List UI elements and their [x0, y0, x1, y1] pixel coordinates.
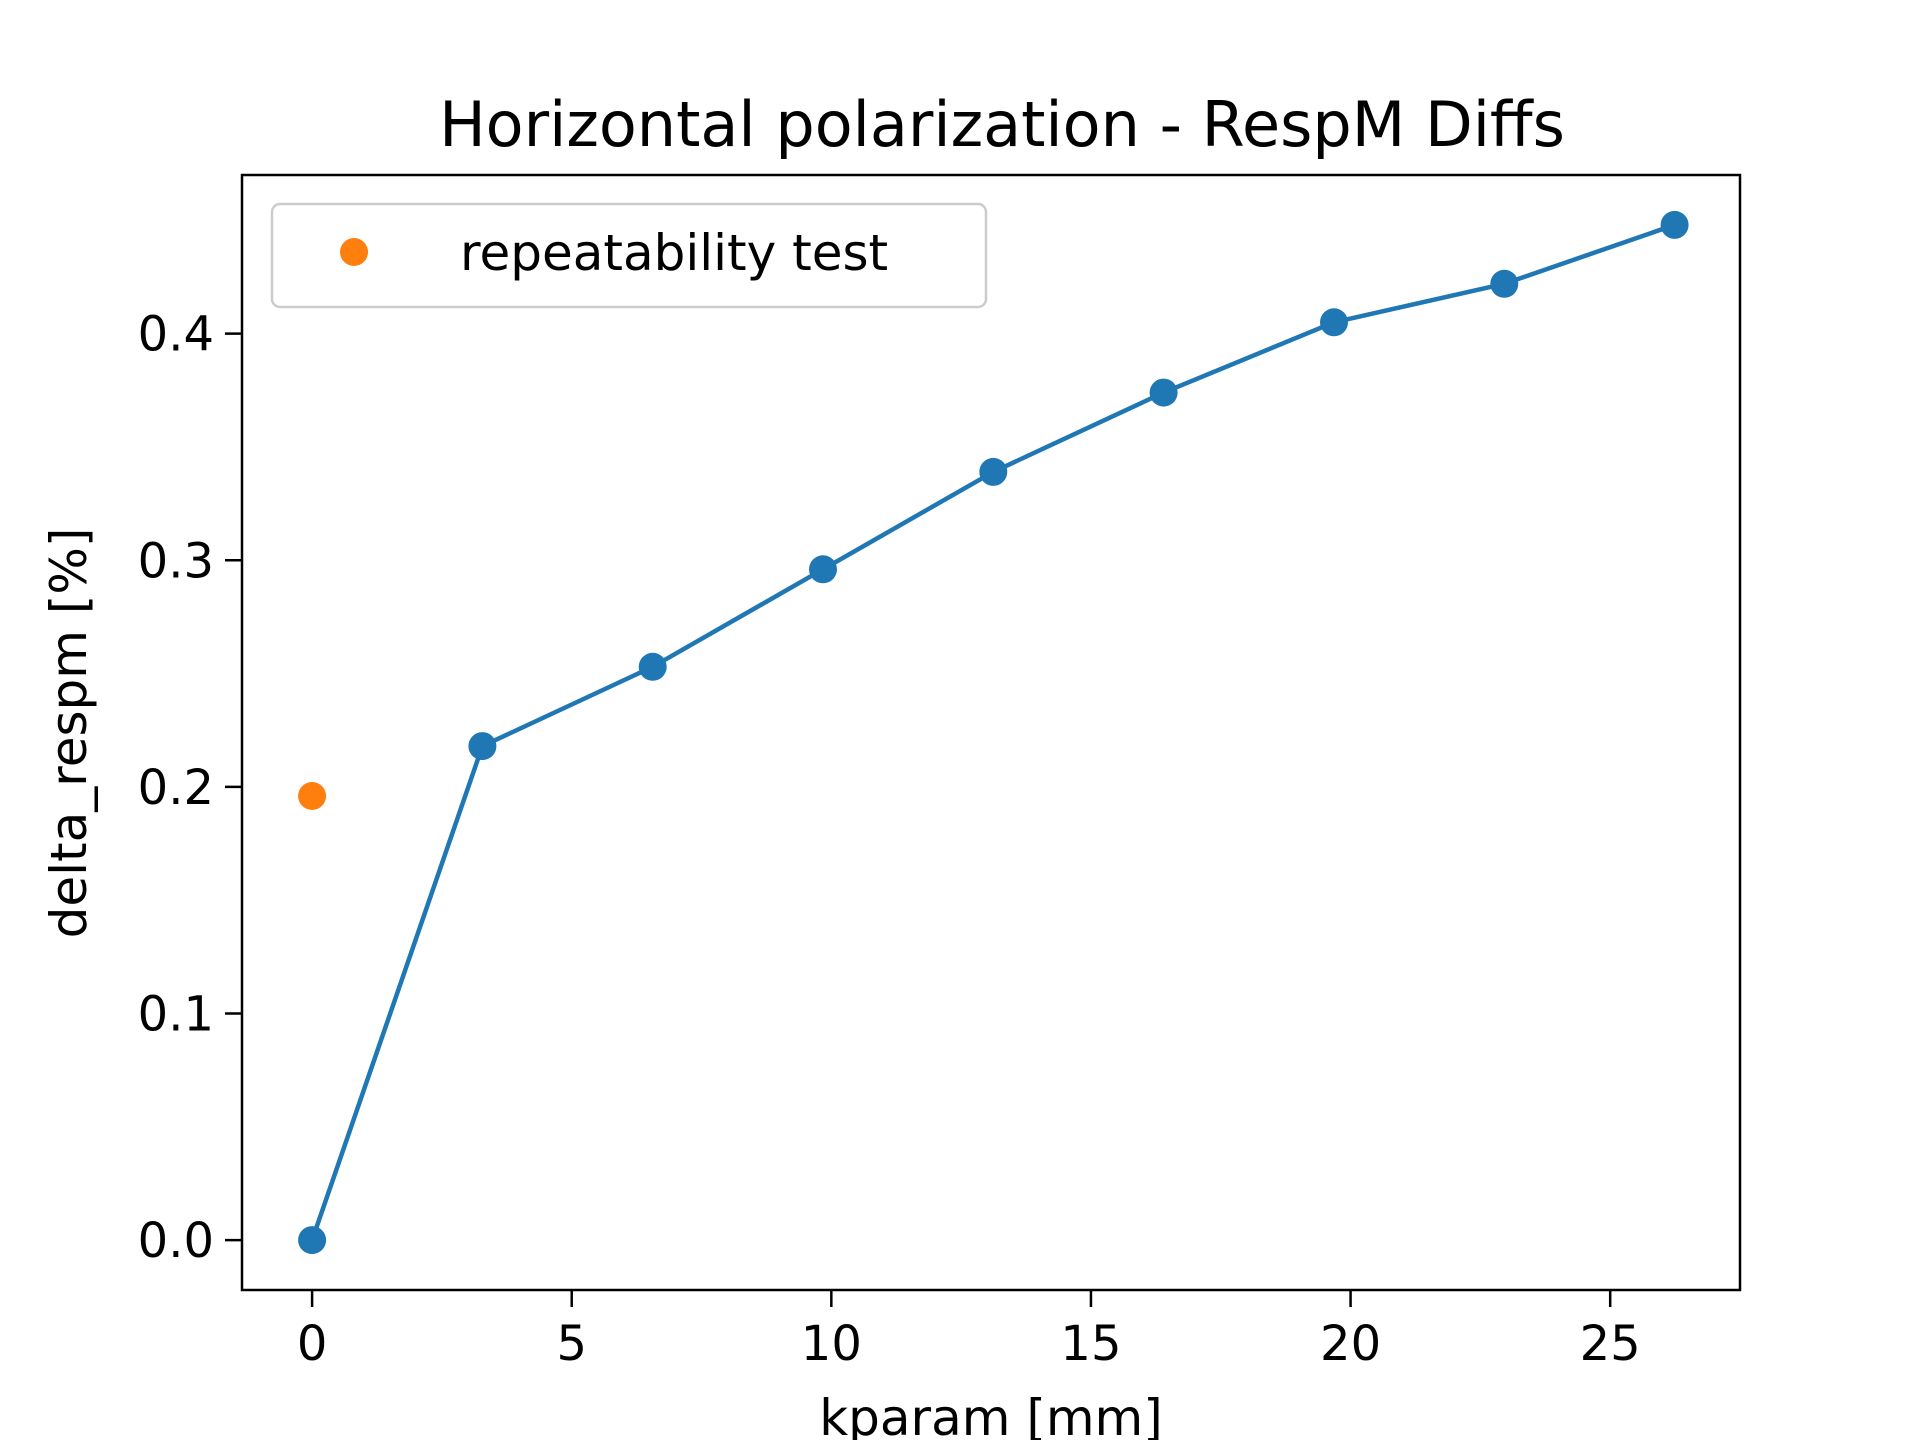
chart-title: Horizontal polarization - RespM Diffs: [439, 88, 1565, 161]
y-tick-label-4: 0.4: [138, 307, 214, 363]
plot-frame: [240, 173, 1742, 1292]
x-tick-label-0: 0: [297, 1316, 328, 1372]
legend-box: [270, 202, 988, 309]
series-0-point-2: [638, 652, 667, 681]
series-0-point-7: [1490, 269, 1519, 298]
x-axis-label: kparam [mm]: [819, 1389, 1163, 1440]
series-0-point-0: [298, 1226, 327, 1255]
x-tick-label-1: 5: [556, 1316, 587, 1372]
series-0-line: [309, 222, 1678, 1243]
series-0-point-3: [809, 555, 837, 584]
x-tick-label-3: 15: [1060, 1316, 1121, 1372]
series-1-point-0: [298, 782, 327, 810]
series-0-point-4: [979, 457, 1008, 486]
x-tick-label-5: 25: [1580, 1316, 1641, 1372]
series-0-point-6: [1320, 308, 1348, 337]
y-tick-label-2: 0.2: [138, 760, 214, 816]
y-tick-label-1: 0.1: [138, 987, 214, 1043]
legend-marker-repeatability-test: [340, 238, 368, 266]
y-tick-label-3: 0.3: [138, 533, 214, 589]
legend: repeatability test: [270, 202, 988, 309]
x-tick-label-4: 20: [1320, 1316, 1381, 1372]
y-tick-label-0: 0.0: [138, 1213, 214, 1269]
y-axis-label: delta_respm [%]: [40, 528, 98, 939]
legend-label-repeatability-test: repeatability test: [460, 224, 888, 282]
series-0-point-8: [1660, 210, 1689, 239]
series-0-point-1: [468, 732, 497, 761]
x-tick-label-2: 10: [801, 1316, 862, 1372]
series-0-point-5: [1149, 378, 1178, 407]
